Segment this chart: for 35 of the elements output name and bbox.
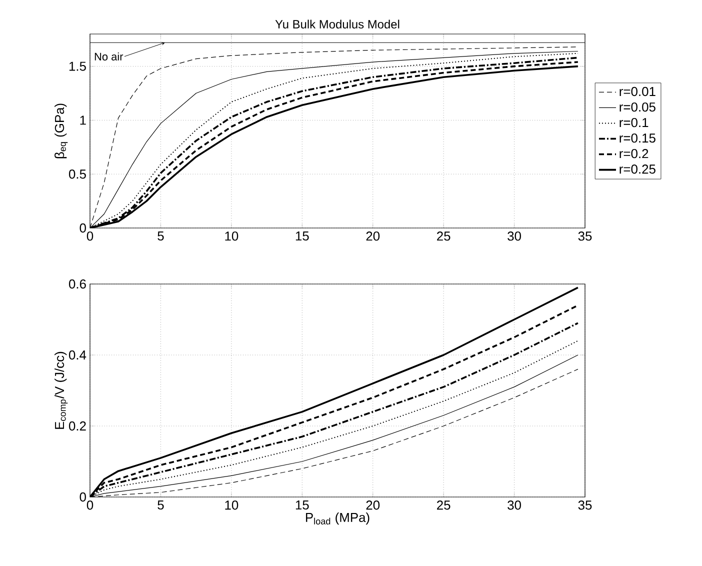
x-tick-label: 5 bbox=[158, 232, 164, 241]
x-tick-label: 15 bbox=[296, 500, 309, 510]
x-tick-label: 35 bbox=[578, 232, 592, 241]
legend-label: r=0.25 bbox=[620, 164, 656, 174]
legend-label: r=0.01 bbox=[620, 86, 656, 96]
x-tick-label: 15 bbox=[296, 232, 309, 241]
y-tick-label: 0.4 bbox=[68, 350, 86, 360]
x-tick-label: 20 bbox=[366, 232, 380, 241]
ref-line-label: No air bbox=[94, 52, 124, 60]
x-tick-label: 25 bbox=[437, 500, 450, 510]
x-axis-title: P$_{load}$ (MPa) bbox=[306, 512, 370, 525]
x-tick-label: 30 bbox=[508, 232, 521, 241]
y-tick-label: 1 bbox=[80, 116, 86, 125]
y-tick-label: 0.5 bbox=[68, 170, 86, 179]
x-tick-label: 0 bbox=[86, 500, 94, 510]
x-tick-label: 0 bbox=[86, 232, 94, 241]
legend-label: r=0.2 bbox=[620, 149, 648, 158]
chart-title: Yu Bulk Modulus Model bbox=[275, 20, 400, 28]
y-tick-label: 0.2 bbox=[68, 421, 86, 431]
y-axis-title: E$_{comp}$/V (J/cc) bbox=[54, 352, 68, 429]
x-tick-label: 10 bbox=[225, 500, 238, 510]
legend-label: r=0.05 bbox=[620, 102, 656, 112]
legend-label: r=0.1 bbox=[620, 118, 648, 128]
y-axis-title: β$_{eq}$ (GPa) bbox=[54, 104, 68, 158]
x-tick-label: 10 bbox=[225, 232, 238, 241]
y-tick-label: 0.6 bbox=[68, 279, 86, 289]
y-tick-label: 0 bbox=[80, 223, 86, 233]
x-tick-label: 25 bbox=[437, 232, 450, 241]
x-tick-label: 5 bbox=[158, 500, 164, 510]
x-tick-label: 35 bbox=[578, 500, 592, 510]
legend-label: r=0.15 bbox=[620, 133, 656, 143]
x-tick-label: 20 bbox=[366, 500, 380, 510]
y-tick-label: 1.5 bbox=[69, 62, 86, 71]
y-tick-label: 0 bbox=[80, 492, 86, 502]
x-tick-label: 30 bbox=[508, 500, 521, 510]
